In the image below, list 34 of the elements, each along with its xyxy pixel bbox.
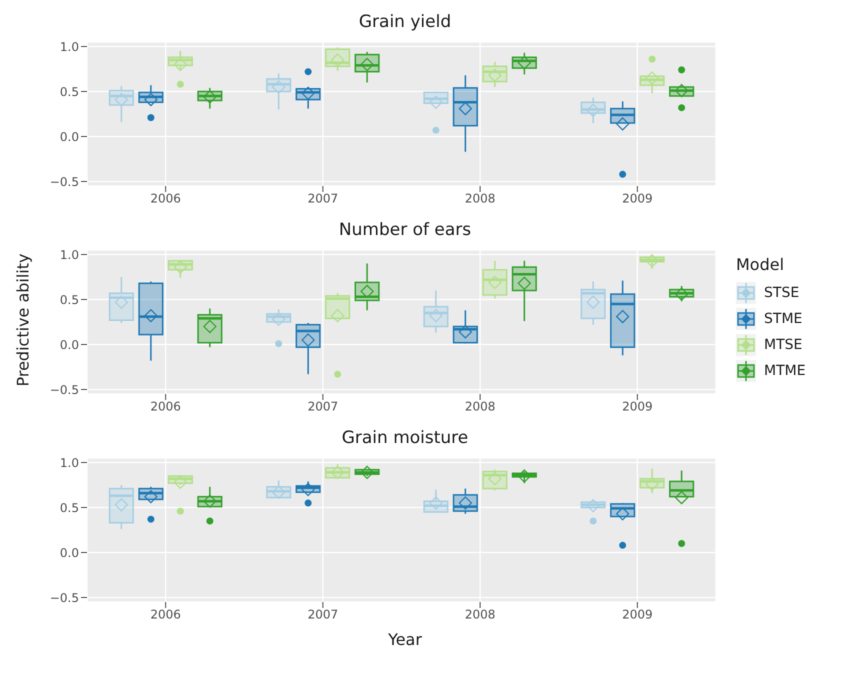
y-tick-label: 0.0 [60, 546, 79, 560]
legend-label: STME [764, 310, 802, 326]
x-tick-label: 2009 [622, 192, 653, 206]
y-tick-label: −0.5 [50, 174, 79, 189]
x-tick-label: 2008 [464, 608, 496, 622]
x-tick-label: 2008 [464, 400, 496, 414]
x-tick-label: 2006 [150, 608, 181, 622]
y-tick-label: 0.5 [60, 292, 79, 307]
y-tick-label: −0.5 [50, 382, 79, 397]
x-tick-label: 2006 [150, 400, 181, 414]
y-tick-label: 1.0 [60, 248, 79, 262]
chart-title: Grain yield [358, 11, 452, 34]
y-tick-label: 0.0 [60, 338, 79, 352]
y-tick-label: 0.5 [60, 500, 79, 515]
chart-title: Grain moisture [340, 427, 470, 450]
x-tick-label: 2009 [622, 608, 653, 622]
chart-title: Number of ears [338, 219, 472, 242]
x-tick-label: 2006 [150, 192, 181, 206]
x-tick-label: 2007 [308, 400, 338, 414]
legend-label: MTME [764, 362, 806, 378]
x-tick-label: 2008 [464, 192, 496, 206]
y-tick-label: 1.0 [60, 456, 79, 470]
y-tick-label: −0.5 [50, 590, 79, 605]
x-axis-title: Year [387, 630, 423, 649]
legend-label: MTSE [764, 336, 802, 352]
x-tick-label: 2007 [308, 192, 338, 206]
x-tick-label: 2009 [622, 400, 653, 414]
y-axis-title: Predictive ability [14, 254, 32, 386]
y-tick-label: 0.0 [60, 130, 79, 144]
legend-title: Model [736, 254, 786, 274]
x-tick-label: 2007 [308, 608, 338, 622]
legend-label: STSE [764, 284, 800, 300]
y-tick-label: 0.5 [60, 84, 79, 99]
y-tick-label: 1.0 [60, 40, 79, 54]
